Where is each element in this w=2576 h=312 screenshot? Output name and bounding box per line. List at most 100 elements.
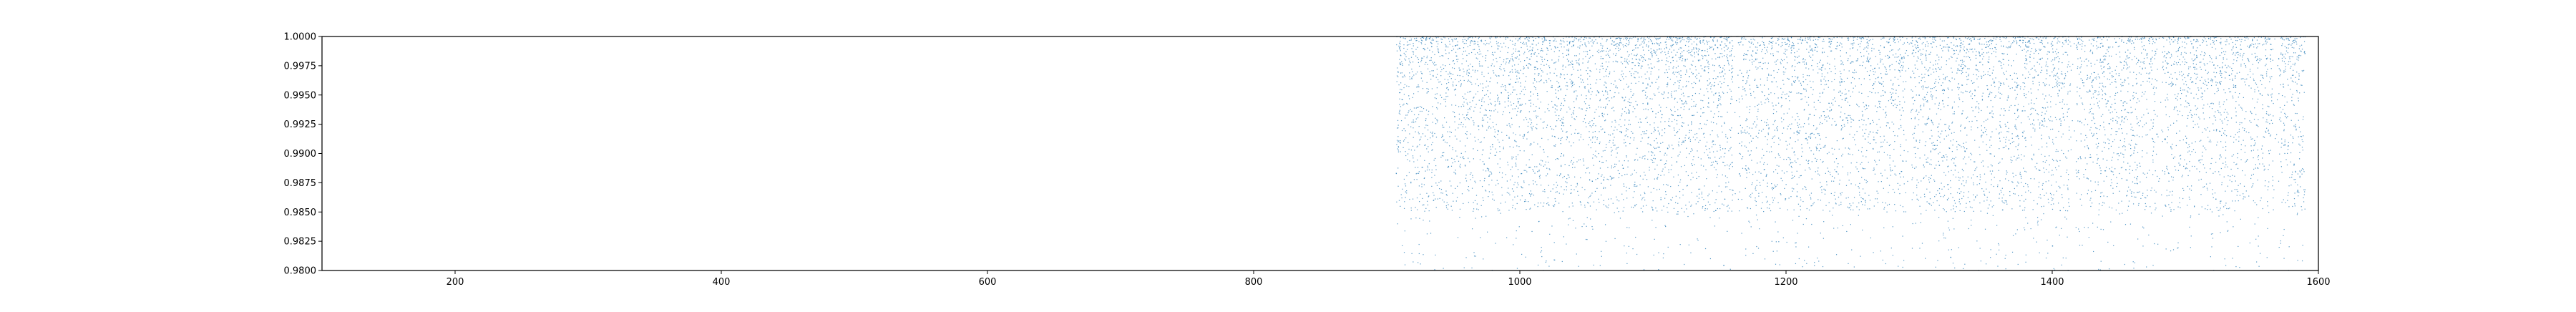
data-point — [1426, 92, 1428, 94]
data-point — [1528, 37, 1530, 39]
data-point — [1460, 124, 1462, 125]
data-point — [1619, 37, 1621, 39]
data-point — [1802, 58, 1804, 59]
data-point — [2008, 148, 2009, 150]
data-point — [2091, 191, 2092, 192]
data-point — [2265, 55, 2266, 57]
data-point — [1643, 57, 1644, 59]
data-point — [2145, 122, 2147, 124]
data-point — [1952, 197, 1953, 198]
data-point — [1760, 84, 1762, 86]
data-point — [1398, 47, 1400, 48]
data-point — [1906, 50, 1908, 52]
data-point — [2021, 135, 2024, 137]
data-point — [1620, 42, 1621, 43]
data-point — [1690, 130, 1692, 131]
data-point — [2052, 87, 2054, 89]
data-point — [1631, 62, 1633, 64]
data-point — [1808, 160, 1810, 162]
data-point — [2233, 52, 2235, 54]
data-point — [2030, 192, 2031, 193]
data-point — [1560, 39, 1561, 41]
data-point — [2089, 157, 2090, 158]
data-point — [2171, 176, 2172, 177]
data-point — [1868, 40, 1870, 42]
data-point — [1681, 47, 1682, 49]
data-point — [1455, 89, 1457, 90]
data-point — [1773, 142, 1775, 143]
data-point — [1423, 184, 1425, 185]
data-point — [1416, 37, 1418, 39]
data-point — [1664, 128, 1666, 130]
data-point — [1745, 132, 1747, 134]
data-point — [1999, 84, 2001, 86]
data-point — [2298, 100, 2299, 102]
data-point — [1531, 122, 1533, 124]
data-point — [1679, 137, 1680, 140]
data-point — [1800, 175, 1802, 177]
data-point — [1839, 81, 1840, 82]
data-point — [2136, 57, 2137, 59]
data-point — [1616, 87, 1618, 89]
data-point — [1742, 89, 1744, 90]
data-point — [1408, 39, 1410, 41]
data-point — [2294, 203, 2296, 205]
data-point — [1802, 81, 1804, 82]
data-point — [1853, 72, 1855, 74]
data-point — [1745, 83, 1747, 84]
data-point — [1719, 81, 1721, 82]
data-point — [2228, 208, 2229, 210]
data-point — [1986, 150, 1988, 151]
data-point — [1697, 201, 1699, 203]
data-point — [1489, 118, 1491, 120]
data-point — [2253, 145, 2255, 147]
data-point — [1741, 145, 1742, 147]
data-point — [1926, 201, 1928, 203]
data-point — [2285, 50, 2288, 52]
data-point — [1976, 101, 1978, 102]
data-point — [1912, 45, 1913, 47]
data-point — [2215, 40, 2218, 42]
data-point — [2132, 261, 2134, 263]
data-point — [1526, 45, 1528, 47]
data-point — [1566, 131, 1568, 132]
data-point — [2142, 245, 2144, 247]
data-point — [2185, 52, 2187, 54]
data-point — [1903, 134, 1905, 135]
data-point — [1538, 221, 1540, 223]
data-point — [1970, 59, 1971, 61]
data-point — [2280, 166, 2282, 167]
data-point — [1821, 122, 1823, 125]
data-point — [2265, 73, 2268, 74]
data-point — [1763, 84, 1765, 86]
data-point — [1450, 132, 1452, 133]
data-point — [1915, 86, 1916, 87]
data-point — [1750, 135, 1752, 137]
data-point — [1651, 41, 1652, 42]
data-point — [1885, 263, 1886, 265]
data-point — [2215, 36, 2217, 38]
data-point — [2180, 87, 2182, 89]
data-point — [2039, 36, 2041, 38]
data-point — [1983, 165, 1984, 167]
data-point — [1506, 125, 1508, 126]
data-point — [1435, 98, 1437, 99]
data-point — [1709, 258, 1711, 260]
data-point — [1899, 104, 1901, 105]
data-point — [1916, 140, 1917, 142]
data-point — [1921, 63, 1923, 64]
data-point — [1798, 215, 1800, 217]
data-point — [1478, 85, 1479, 87]
data-point — [1717, 115, 1719, 117]
data-point — [1790, 162, 1792, 163]
data-point — [1911, 53, 1913, 54]
data-point — [2281, 45, 2283, 47]
data-point — [1680, 55, 1682, 57]
data-point — [1674, 110, 1676, 112]
data-point — [2295, 77, 2296, 78]
data-point — [1850, 95, 1852, 97]
data-point — [1890, 79, 1892, 81]
data-point — [1425, 120, 1427, 122]
data-point — [2267, 57, 2268, 59]
data-point — [1807, 37, 1809, 39]
